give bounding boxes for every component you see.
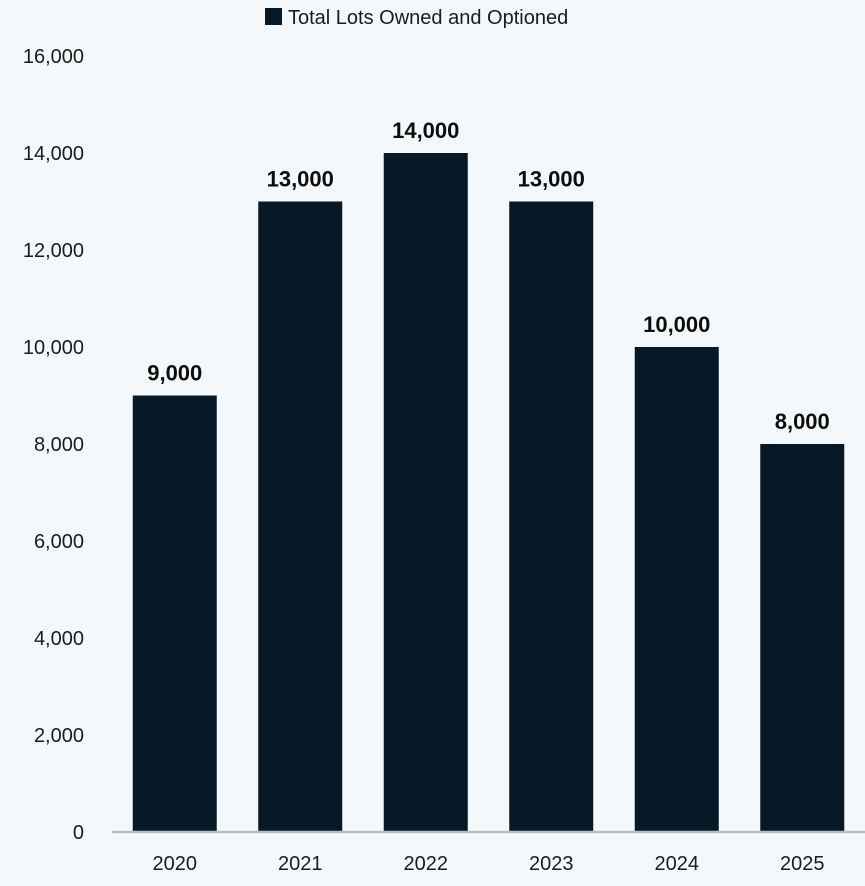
- data-label: 14,000: [392, 118, 459, 143]
- x-tick-label: 2022: [404, 853, 449, 875]
- data-label: 13,000: [518, 167, 585, 192]
- legend: Total Lots Owned and Optioned: [265, 7, 568, 29]
- data-label: 8,000: [775, 409, 830, 434]
- bar: [509, 201, 594, 832]
- y-tick-label: 2,000: [34, 725, 84, 747]
- x-axis-ticks: 2020 2021 2022 2023 2024 2025: [153, 853, 825, 875]
- x-tick-label: 2020: [153, 853, 198, 875]
- x-tick-label: 2023: [529, 853, 574, 875]
- legend-swatch: [265, 8, 282, 25]
- y-tick-label: 0: [73, 822, 84, 844]
- x-tick-label: 2021: [278, 853, 323, 875]
- x-tick-label: 2024: [655, 853, 700, 875]
- y-tick-label: 10,000: [23, 337, 84, 359]
- y-axis-ticks: 0 2,000 4,000 6,000 8,000 10,000 12,000 14,000 1…: [23, 46, 84, 844]
- y-tick-label: 16,000: [23, 46, 84, 68]
- bar: [634, 347, 719, 832]
- bars: [132, 153, 845, 832]
- data-labels: 9,000 13,000 14,000 13,000 10,000 8,000: [147, 118, 830, 434]
- data-label: 10,000: [643, 312, 710, 337]
- y-tick-label: 8,000: [34, 434, 84, 456]
- y-tick-label: 4,000: [34, 628, 84, 650]
- y-tick-label: 14,000: [23, 143, 84, 165]
- legend-label: Total Lots Owned and Optioned: [288, 7, 568, 29]
- bar: [132, 395, 217, 832]
- data-label: 9,000: [147, 361, 202, 386]
- bar: [760, 444, 845, 832]
- x-tick-label: 2025: [780, 853, 825, 875]
- bar: [383, 153, 468, 832]
- y-tick-label: 6,000: [34, 531, 84, 553]
- data-label: 13,000: [267, 167, 334, 192]
- y-tick-label: 12,000: [23, 240, 84, 262]
- bar: [258, 201, 343, 832]
